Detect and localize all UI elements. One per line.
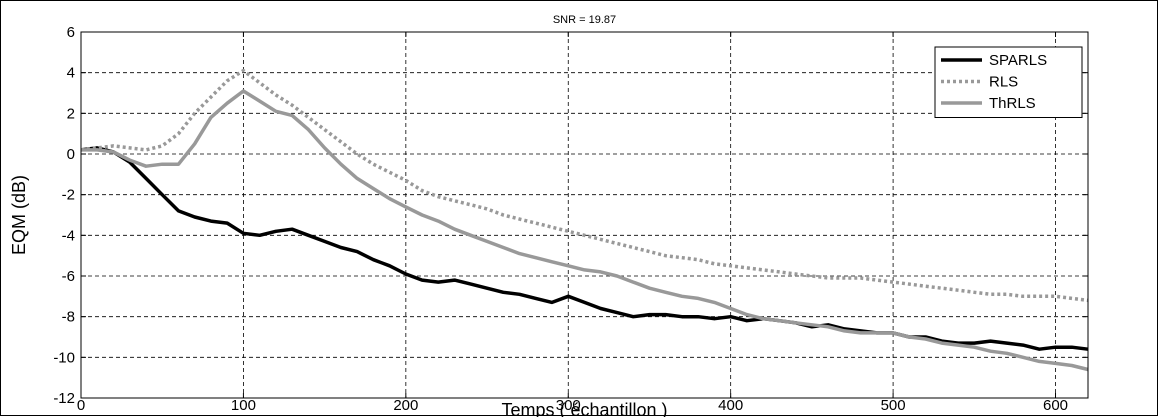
x-tick-label: 500 [881,397,906,414]
chart-title: SNR = 19.87 [553,14,616,26]
legend-label-thrls: ThRLS [989,95,1036,112]
x-axis-label: Temps ( échantillon ) [501,400,667,417]
y-tick-label: 4 [67,65,75,82]
y-tick-label: -4 [62,227,75,244]
y-tick-label: 2 [67,105,75,122]
ticks: 0 100 200 300 400 500 600 -12 -10 -8 -6 -4 -2 0 2 4 6 [53,24,1088,414]
y-tick-label: -2 [62,187,75,204]
legend-label-rls: RLS [989,74,1018,91]
y-axis-label: EQM (dB) [9,175,29,255]
y-tick-label: -12 [53,390,75,407]
series-line-thrls [81,89,1089,372]
legend-label-sparls: SPARLS [989,52,1047,69]
series-layer [80,68,1089,372]
y-tick-label: -8 [62,309,75,326]
x-tick-label: 300 [556,397,581,414]
y-tick-label: 0 [67,146,75,163]
series-line-sparls [80,146,1089,351]
x-tick-label: 0 [77,397,85,414]
y-tick-label: -6 [62,268,75,285]
y-tick-label: -10 [53,349,75,366]
plot-area [80,31,1089,399]
series-line-rls [80,68,1089,303]
x-tick-label: 400 [718,397,743,414]
y-tick-label: 6 [67,24,75,41]
x-tick-label: 600 [1043,397,1068,414]
legend: SPARLS RLS ThRLS [934,46,1083,118]
grid [81,32,1088,398]
x-tick-label: 100 [231,397,256,414]
x-tick-label: 200 [393,397,418,414]
